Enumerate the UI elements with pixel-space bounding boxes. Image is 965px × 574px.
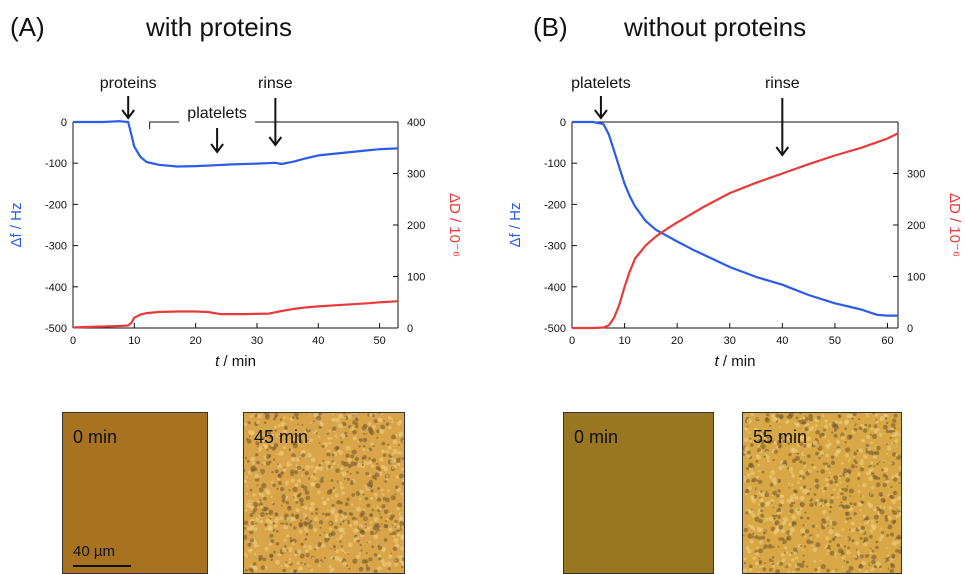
x-tick-label: 20 (190, 335, 202, 347)
x-tick-label: 40 (312, 335, 324, 347)
y-tick-label-left: 0 (560, 117, 566, 129)
y-tick-label-left: -300 (45, 241, 67, 253)
x-tick-label: 60 (881, 335, 893, 347)
micrograph-b-55min: 55 min (742, 412, 902, 574)
y-tick-label-left: -500 (544, 323, 566, 335)
y-axis-label-right: ΔD / 10⁻⁶ (946, 193, 963, 257)
annotation-label: platelets (187, 105, 247, 122)
annotation-label: rinse (765, 75, 800, 92)
x-tick-label: 0 (569, 335, 575, 347)
chart-canvas: 0 10 20 30 40 500-100-200-300-400-50040030020… (0, 0, 965, 400)
y-tick-label-right: 300 (907, 169, 925, 181)
chart-panel-0: 0 10 20 30 40 50 0 -100 -200 -300 -400 -500 400 300 20… (8, 75, 463, 370)
scale-bar-label: 40 µm (73, 543, 115, 560)
y-tick-label-left: -100 (544, 158, 566, 170)
y-tick-label-left: 0 (61, 117, 67, 129)
y-axis-label-left: Δf / Hz (8, 202, 25, 247)
x-tick-label: 50 (829, 335, 841, 347)
y-tick-label-right: 200 (407, 220, 425, 232)
annotation-label: platelets (571, 75, 631, 92)
dissipation-series-line (73, 301, 398, 327)
y-tick-label-right: 200 (907, 220, 925, 232)
micrograph-a-45min: 45 min (243, 412, 405, 574)
x-tick-label: 10 (618, 335, 630, 347)
micrograph-b-0min: 0 min (563, 412, 714, 574)
y-tick-label-left: -100 (45, 158, 67, 170)
x-tick-label: 30 (724, 335, 736, 347)
chart-panel-1: 0 10 20 30 40 50 60 0 -100 -200 -300 -400 -500 300 200… (507, 75, 963, 370)
frequency-series-line (73, 121, 398, 166)
y-tick-label-left: -500 (45, 323, 67, 335)
x-axis-label: t / min (715, 353, 756, 370)
y-tick-label-right: 100 (907, 272, 925, 284)
y-tick-label-right: 100 (407, 272, 425, 284)
x-tick-label: 40 (776, 335, 788, 347)
annotation-label: proteins (100, 75, 157, 92)
y-axis-label-right: ΔD / 10⁻⁶ (446, 193, 463, 257)
y-tick-label-right: 0 (407, 323, 413, 335)
y-tick-label-left: -200 (544, 199, 566, 211)
annotation-label: rinse (258, 75, 293, 92)
y-tick-label-left: -200 (45, 199, 67, 211)
micrograph-time-label: 0 min (73, 427, 117, 448)
x-tick-label: 30 (251, 335, 263, 347)
x-tick-label: 0 (70, 335, 76, 347)
dissipation-series-line (572, 133, 898, 328)
x-tick-label: 50 (373, 335, 385, 347)
micrograph-time-label: 0 min (574, 427, 618, 448)
x-tick-label: 20 (671, 335, 683, 347)
micrograph-time-label: 55 min (753, 427, 807, 448)
y-tick-label-right: 0 (907, 323, 913, 335)
micrograph-a-0min: 0 min 40 µm (62, 412, 208, 574)
x-axis-label: t / min (215, 353, 256, 370)
scale-bar (73, 565, 131, 567)
y-tick-label-left: -400 (544, 282, 566, 294)
micrograph-time-label: 45 min (254, 427, 308, 448)
y-axis-label-left: Δf / Hz (507, 202, 524, 247)
y-tick-label-right: 400 (407, 117, 425, 129)
y-tick-label-left: -300 (544, 241, 566, 253)
x-tick-label: 10 (128, 335, 140, 347)
y-tick-label-right: 300 (407, 169, 425, 181)
y-tick-label-left: -400 (45, 282, 67, 294)
